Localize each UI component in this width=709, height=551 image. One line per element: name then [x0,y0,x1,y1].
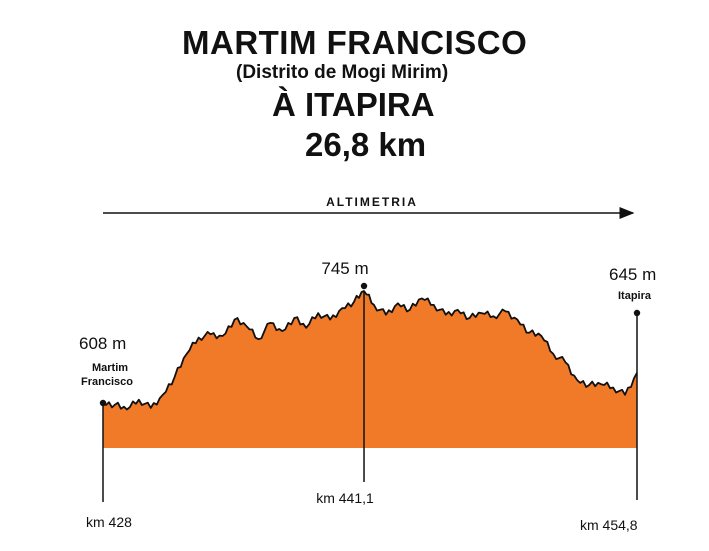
elev-label-start: 608 m [79,334,126,353]
marker-dot-end [633,309,641,317]
route-distance: 26,8 km [305,126,427,163]
place-name-end: Itapira [618,290,652,302]
plot-area: 608 m Martim Francisco km 428 745 m km 441,1 6… [79,259,656,533]
axis-label-altimetria: ALTIMETRIA [326,195,418,209]
elev-label-end: 645 m [609,265,656,284]
elev-label-peak: 745 m [321,259,368,278]
km-label-end: km 454,8 [580,517,638,533]
route-origin-subtitle: (Distrito de Mogi Mirim) [236,62,449,83]
elevation-line [102,290,638,411]
km-label-start: km 428 [86,514,132,530]
marker-dot-peak [360,282,368,290]
place-name-start-line2: Francisco [81,376,133,388]
marker-dot-start [99,399,107,407]
elevation-area [103,291,637,448]
km-label-peak: km 441,1 [316,490,374,506]
route-origin-title: MARTIM FRANCISCO [182,24,528,61]
place-name-start-line1: Martim [92,362,128,374]
route-destination-title: À ITAPIRA [272,86,435,123]
